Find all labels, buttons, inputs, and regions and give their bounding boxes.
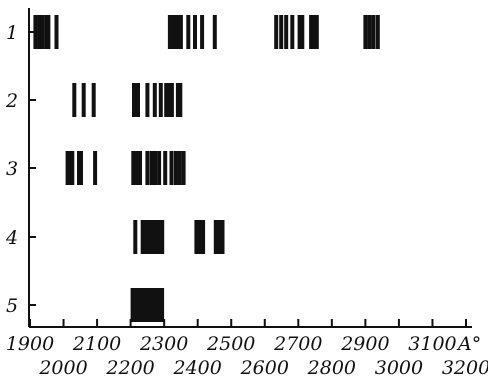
spectral-line <box>169 83 174 117</box>
x-tick-label-bottom: 2000 <box>38 357 87 379</box>
spectral-line <box>138 151 142 185</box>
spectral-line <box>40 15 45 49</box>
x-tick-label-top: 1900 <box>6 333 54 355</box>
spectral-line <box>67 151 72 185</box>
row-label: 5 <box>6 295 18 317</box>
spectral-line <box>93 151 98 185</box>
x-tick-label-top: 2700 <box>273 333 322 355</box>
spectral-band <box>130 288 165 322</box>
x-tick-label-top: 2900 <box>340 333 389 355</box>
spectral-line <box>91 83 96 117</box>
spectral-line <box>149 151 154 185</box>
spectral-line <box>46 15 51 49</box>
spectral-line <box>131 151 136 185</box>
spectral-line <box>279 15 284 49</box>
row-label: 1 <box>6 22 18 44</box>
spectral-line <box>72 83 77 117</box>
spectral-line <box>274 15 279 49</box>
spectral-line <box>37 15 42 49</box>
spectral-line <box>200 15 205 49</box>
spectral-line <box>136 83 140 117</box>
spectral-line <box>173 151 178 185</box>
spectral-line <box>212 15 217 49</box>
spectral-line <box>169 151 174 185</box>
spectral-line <box>81 83 86 117</box>
spectrum-row-2: 2 <box>5 83 183 117</box>
spectrum-row-1: 1 <box>6 15 380 49</box>
spectrum-row-4: 4 <box>5 220 225 254</box>
spectral-band <box>140 220 165 254</box>
spectral-line <box>152 83 157 117</box>
x-tick-label-top: 2300 <box>139 333 188 355</box>
spectral-line <box>157 151 162 185</box>
spectral-line <box>54 15 59 49</box>
spectral-line <box>220 220 225 254</box>
spectral-line <box>163 151 168 185</box>
spectral-line <box>167 15 172 49</box>
row-label: 4 <box>5 227 18 249</box>
spectral-line <box>297 15 302 49</box>
spectral-line <box>170 15 175 49</box>
spectral-line <box>178 83 183 117</box>
x-tick-label-top: 2500 <box>206 333 255 355</box>
spectral-line <box>201 220 206 254</box>
spectral-line <box>33 15 38 49</box>
spectral-line <box>290 15 295 49</box>
spectral-line <box>213 220 218 254</box>
spectral-line <box>375 15 380 49</box>
row-label: 2 <box>5 90 18 112</box>
spectral-line <box>193 15 197 49</box>
spectral-line <box>145 151 150 185</box>
spectral-line <box>363 15 368 49</box>
spectrum-rows: 1 2 3 4 5 <box>5 15 380 322</box>
spectral-line <box>145 83 150 117</box>
spectral-line <box>367 15 372 49</box>
spectral-line <box>177 151 182 185</box>
x-tick-label-top: 3100 <box>408 333 456 355</box>
spectral-line <box>79 151 83 185</box>
spectral-line <box>175 83 180 117</box>
x-unit-label: A° <box>456 333 481 355</box>
spectral-line <box>197 220 202 254</box>
spectral-line <box>314 15 319 49</box>
x-tick-label-bottom: 2400 <box>173 357 222 379</box>
spectral-line <box>133 220 138 254</box>
spectral-line <box>194 220 199 254</box>
spectral-line <box>175 15 180 49</box>
spectral-line <box>186 15 191 49</box>
spectral-line <box>44 15 49 49</box>
x-tick-label-top: 2100 <box>72 333 121 355</box>
x-tick-label-bottom: 3200 <box>442 357 488 379</box>
spectral-line <box>70 151 75 185</box>
spectral-line <box>371 15 376 49</box>
spectral-line <box>217 220 222 254</box>
spectral-line <box>166 83 171 117</box>
spectral-line <box>284 15 289 49</box>
spectrum-row-3: 3 <box>6 151 186 185</box>
x-tick-label-bottom: 3000 <box>375 357 423 379</box>
x-tick-label-bottom: 2200 <box>105 357 154 379</box>
spectral-line <box>300 15 305 49</box>
spectral-line <box>158 83 163 117</box>
spectral-line <box>173 15 178 49</box>
spectral-line <box>178 15 183 49</box>
spectral-line <box>181 151 186 185</box>
spectral-line <box>309 15 314 49</box>
spectral-line <box>132 83 136 117</box>
spectral-line <box>65 151 70 185</box>
spectral-line <box>153 151 158 185</box>
x-tick-label-bottom: 2800 <box>307 357 356 379</box>
spectral-line <box>134 151 139 185</box>
spectral-line <box>311 15 316 49</box>
x-tick-label-bottom: 2600 <box>240 357 289 379</box>
row-label: 3 <box>6 158 18 180</box>
x-axis-ticks: 1900 2100 2300 2500 2700 2900 3100 2000 2200 2400… <box>6 319 488 379</box>
